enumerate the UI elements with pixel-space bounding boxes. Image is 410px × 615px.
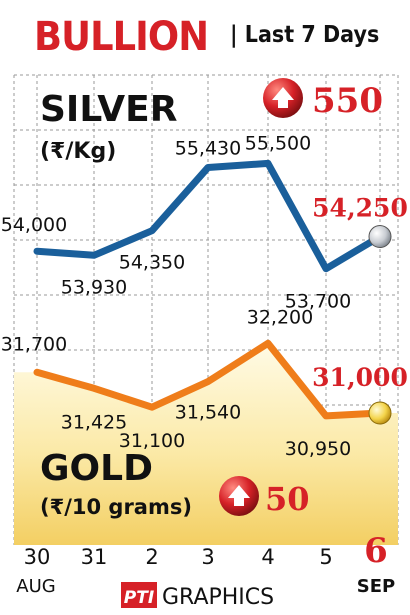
page-title: BULLION <box>34 14 209 60</box>
silver-series-line <box>33 159 384 273</box>
gold-series-name: GOLD <box>40 448 153 489</box>
gold-value-label: 30,950 <box>285 438 351 460</box>
silver-value-label: 55,430 <box>175 138 241 160</box>
silver-change-badge: 550 <box>263 78 383 121</box>
gold-value-label: 31,425 <box>61 411 127 433</box>
up-arrow-icon <box>263 78 303 118</box>
x-axis-ticks: 30 31 2 3 4 5 6 <box>24 531 388 571</box>
silver-value-label: 54,250 <box>312 194 408 223</box>
gold-series-line <box>33 339 384 420</box>
page-subtitle: | Last 7 Days <box>230 22 380 48</box>
x-month-start: AUG <box>16 576 55 597</box>
gold-value-label: 31,700 <box>1 333 67 355</box>
gold-value-label: 32,200 <box>247 306 313 328</box>
gold-value-label: 31,100 <box>119 430 185 452</box>
pti-logo-text: PTI <box>124 588 154 608</box>
x-tick-label: 5 <box>319 545 332 569</box>
x-tick-label: 30 <box>24 545 51 569</box>
x-tick-label: 4 <box>261 545 274 569</box>
gold-value-label: 31,540 <box>175 402 241 424</box>
x-month-end: SEP <box>357 576 395 597</box>
x-tick-label: 6 <box>364 531 388 571</box>
silver-value-label: 55,500 <box>245 132 311 154</box>
gold-end-marker <box>368 401 392 425</box>
up-arrow-icon <box>219 476 259 516</box>
gold-change-badge: 50 <box>219 476 310 518</box>
silver-change-value: 550 <box>312 81 383 121</box>
silver-value-label: 54,000 <box>1 214 67 236</box>
x-tick-label: 31 <box>81 545 108 569</box>
x-tick-label: 3 <box>201 545 214 569</box>
silver-value-label: 54,350 <box>119 252 185 274</box>
silver-unit: (₹/Kg) <box>40 139 116 164</box>
gold-change-value: 50 <box>265 480 310 518</box>
gold-value-label: 31,000 <box>312 363 408 392</box>
silver-end-marker <box>368 225 392 249</box>
pti-logo: PTI <box>121 582 157 608</box>
x-tick-label: 2 <box>145 545 158 569</box>
gold-unit: (₹/10 grams) <box>40 495 192 519</box>
silver-value-label: 53,700 <box>285 291 351 313</box>
silver-value-label: 53,930 <box>61 276 127 298</box>
silver-series-name: SILVER <box>40 89 177 130</box>
credit-text: GRAPHICS <box>162 585 274 610</box>
